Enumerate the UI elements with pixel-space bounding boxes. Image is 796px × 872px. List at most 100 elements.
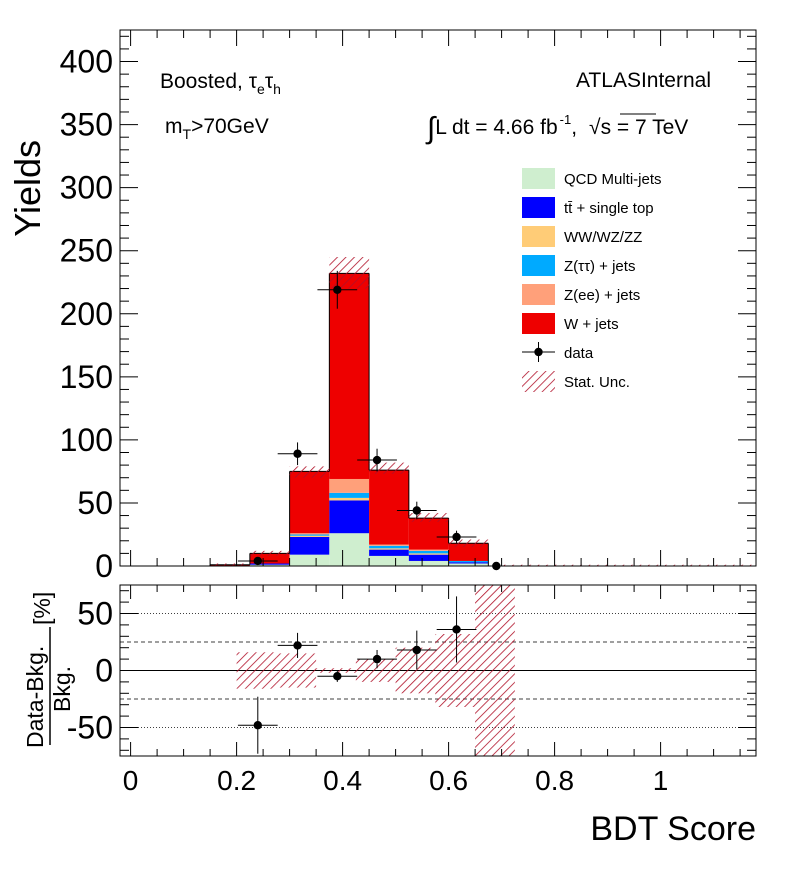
main-ytick-label-1: 50	[77, 485, 113, 521]
legend-label-data: data	[564, 345, 594, 362]
ratio-point-5	[452, 625, 461, 634]
ratio-x-ticks: 0 0.2 0.4 0.6 0.8 1	[123, 585, 741, 796]
ratio-points	[237, 596, 477, 754]
main-ytick-label-5: 250	[60, 233, 113, 269]
y-axis-label: Yields	[7, 140, 48, 237]
ratio-ytick-label-0: -50	[67, 710, 113, 746]
unc-1	[210, 563, 250, 566]
unc-6	[408, 513, 449, 522]
ratio-band-2	[316, 668, 356, 673]
data-points	[237, 270, 517, 571]
unc-3	[289, 466, 330, 478]
bar-5-6	[408, 518, 449, 550]
ratio-point-1	[293, 641, 302, 650]
ratio-xtick-label-3: 0.6	[429, 765, 468, 796]
luminosity-label: ∫L dt = 4.66 fb -1, √s = 7 TeV	[425, 112, 688, 145]
mt-cut-label: mT>70GeV	[165, 115, 269, 142]
legend-swatch-5	[522, 313, 555, 334]
bar-1-7	[448, 562, 489, 564]
main-ytick-label-4: 200	[60, 296, 113, 332]
legend-label-1: tt̄ + single top	[564, 200, 654, 217]
bar-3-4	[329, 492, 370, 498]
bar-1-3	[289, 536, 330, 555]
legend: QCD Multi-jets tt̄ + single top WW/WZ/ZZ Z(…	[522, 168, 662, 392]
ratio-xtick-label-2: 0.4	[323, 765, 362, 796]
bar-1-6	[408, 554, 449, 561]
main-frame-border	[119, 29, 757, 567]
legend-label-0: QCD Multi-jets	[564, 171, 662, 188]
data-point-0	[253, 556, 262, 566]
bar-5-4	[329, 273, 370, 479]
data-point-1	[293, 449, 302, 458]
ratio-y-ticks: -50 0 50	[67, 590, 756, 751]
data-point-4	[412, 506, 421, 515]
main-ytick-label-8: 400	[60, 44, 113, 80]
legend-swatch-unc	[522, 371, 555, 392]
stat-unc-band	[130, 257, 756, 566]
main-ytick-label-6: 300	[60, 170, 113, 206]
ratio-band-1	[276, 653, 317, 688]
legend-label-5: W + jets	[564, 316, 619, 333]
legend-label-unc: Stat. Unc.	[564, 374, 630, 391]
bar-0-6	[408, 560, 449, 566]
bar-5-5	[369, 470, 409, 545]
legend-swatch-1	[522, 197, 555, 218]
bar-4-3	[289, 533, 330, 535]
legend-swatch-0	[522, 168, 555, 189]
main-ytick-label-2: 100	[60, 422, 113, 458]
main-x-ticks	[130, 30, 741, 566]
bar-2-6	[408, 553, 449, 555]
bar-0-2	[249, 564, 290, 566]
channel-label: Boosted, τeτh	[160, 70, 281, 97]
bar-1-2	[249, 563, 290, 565]
bar-0-3	[289, 554, 330, 566]
ratio-point-3	[372, 654, 382, 664]
ratio-ylabel-bottom: Bkg.	[49, 666, 75, 712]
bar-4-5	[369, 544, 409, 546]
ratio-ytick-label-1: 0	[95, 653, 113, 689]
main-ytick-label-7: 350	[60, 107, 113, 143]
ratio-band-0	[236, 652, 277, 689]
unc-8	[488, 564, 756, 566]
data-point-2	[333, 285, 342, 295]
bar-1-4	[329, 500, 370, 534]
ratio-band-5	[435, 634, 476, 707]
unc-7	[448, 539, 489, 548]
ratio-ylabel-top: Data-Bkg.	[22, 646, 48, 748]
bar-5-7	[448, 543, 489, 561]
main-ytick-label-0: 0	[95, 548, 113, 584]
legend-swatch-3	[522, 255, 555, 276]
legend-swatch-2	[522, 226, 555, 247]
bar-3-5	[369, 545, 409, 549]
ratio-xtick-label-0: 0	[123, 765, 139, 796]
ratio-band-4	[395, 647, 436, 694]
ratio-band-6	[475, 585, 515, 756]
ratio-xtick-label-4: 0.8	[535, 765, 574, 796]
bar-2-4	[329, 497, 370, 501]
x-axis-label: BDT Score	[590, 810, 756, 848]
legend-swatch-4	[522, 284, 555, 305]
main-ytick-label-3: 150	[60, 359, 113, 395]
ratio-point-4	[412, 645, 421, 655]
bar-3-3	[289, 534, 330, 536]
unc-2	[249, 550, 290, 556]
experiment-label: ATLASInternal	[576, 69, 711, 92]
ratio-xtick-label-5: 1	[653, 765, 669, 796]
bar-4-4	[329, 478, 370, 493]
legend-label-2: WW/WZ/ZZ	[564, 229, 642, 246]
ratio-point-2	[333, 672, 342, 681]
data-point-5	[452, 532, 461, 542]
ratio-xtick-label-1: 0.2	[217, 765, 256, 796]
ratio-panel: -50 0 50 0 0.2 0.4 0.6 0.8 1	[67, 584, 757, 796]
bar-0-5	[369, 555, 409, 566]
ratio-point-0	[253, 721, 262, 730]
bar-0-4	[329, 533, 370, 566]
data-point-3	[372, 455, 382, 465]
bar-2-5	[369, 548, 409, 550]
bar-1-5	[369, 549, 409, 556]
ratio-y-label: Data-Bkg. Bkg. [%]	[22, 592, 75, 748]
bar-3-7	[448, 560, 489, 563]
main-frame	[120, 30, 756, 566]
bar-5-2	[249, 553, 290, 564]
bar-0-7	[448, 563, 489, 566]
